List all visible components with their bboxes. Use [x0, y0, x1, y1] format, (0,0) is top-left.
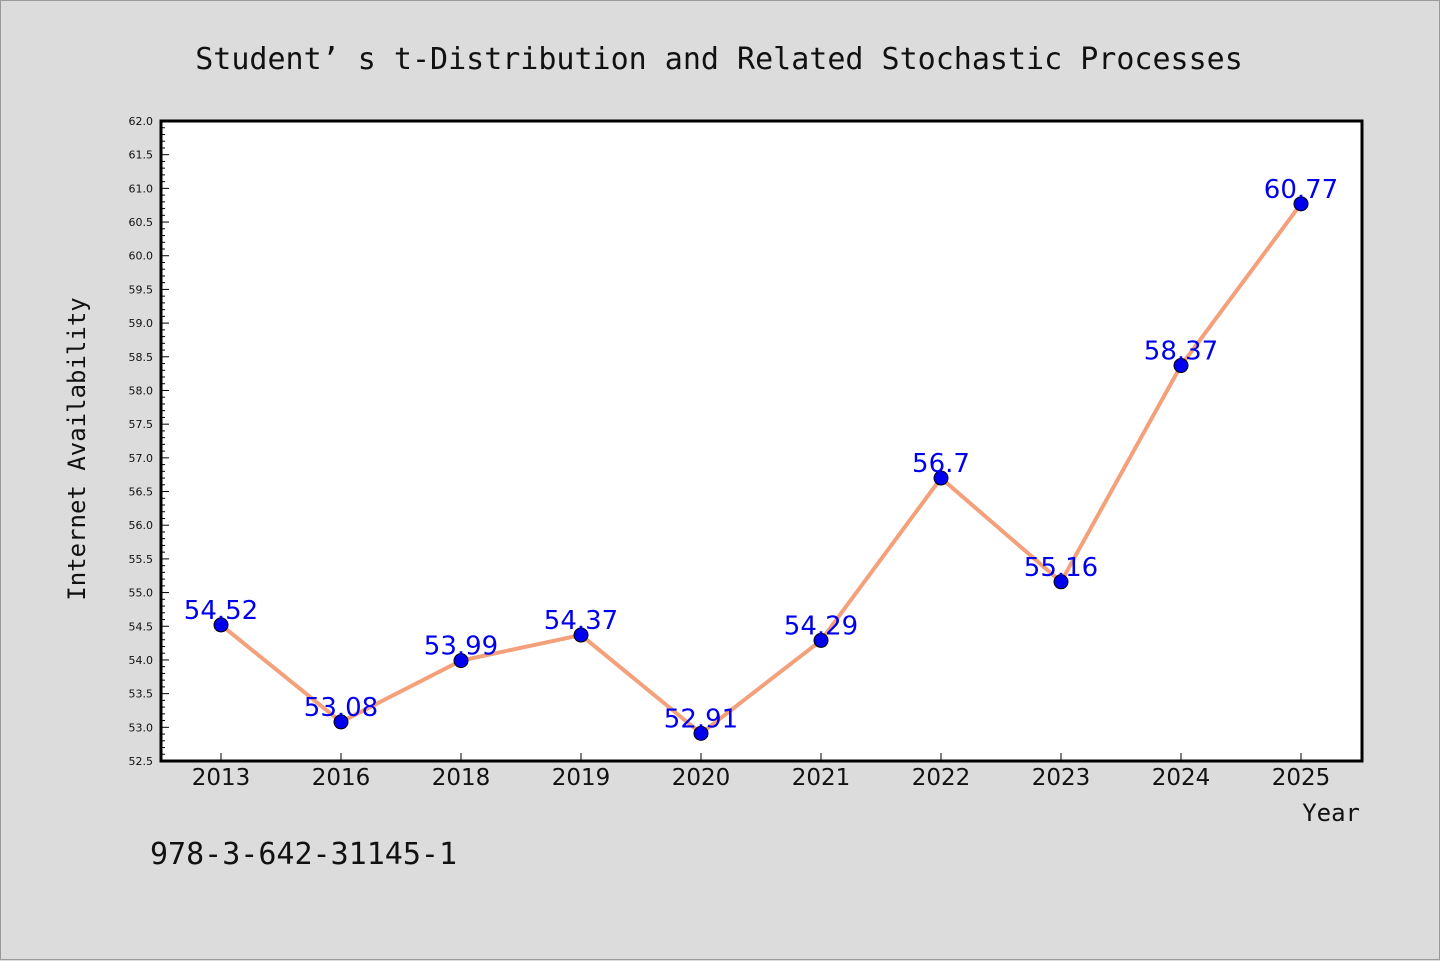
- y-tick-label: 57.0: [129, 452, 154, 465]
- x-tick-label-2024: 2024: [1152, 765, 1211, 791]
- y-tick-label: 56.5: [129, 486, 154, 499]
- data-label-2020: 52.91: [664, 704, 738, 734]
- data-point-2021: [813, 632, 829, 648]
- data-point-2024: [1173, 358, 1189, 374]
- y-tick-label: 56.0: [129, 519, 154, 532]
- x-axis-label: Year: [1302, 799, 1360, 827]
- data-point-2020: [693, 725, 709, 741]
- data-label-2019: 54.37: [544, 606, 618, 636]
- x-tick-label-2016: 2016: [312, 765, 371, 791]
- data-point-2016: [333, 714, 349, 730]
- y-axis-label: Internet Availability: [63, 297, 91, 600]
- y-tick-label: 57.5: [129, 418, 154, 431]
- data-label-2025: 60.77: [1264, 175, 1338, 205]
- y-tick-label: 53.5: [129, 688, 154, 701]
- plot-area: [159, 119, 1364, 763]
- x-tick-label-2018: 2018: [432, 765, 491, 791]
- x-tick-label-2020: 2020: [672, 765, 731, 791]
- x-tick-label-2019: 2019: [552, 765, 611, 791]
- x-tick-label-2021: 2021: [792, 765, 851, 791]
- data-point-2022: [933, 470, 949, 486]
- y-tick-label: 59.0: [129, 317, 154, 330]
- x-tick-label-2022: 2022: [912, 765, 971, 791]
- data-point-2023: [1053, 574, 1069, 590]
- y-tick-label: 59.5: [129, 283, 154, 296]
- x-tick-label-2013: 2013: [192, 765, 251, 791]
- y-axis-ticks: 52.5 53.0 53.5 54.0 54.5 55.0 55.5 56.0 56.5 57.0…: [129, 115, 169, 768]
- data-label-2016: 53.08: [304, 693, 378, 723]
- y-tick-label: 54.0: [129, 654, 154, 667]
- data-label-2013: 54.52: [184, 596, 258, 626]
- y-tick-label: 58.0: [129, 384, 154, 397]
- y-tick-label: 62.0: [129, 115, 154, 128]
- y-tick-label: 60.0: [129, 250, 154, 263]
- data-label-2024: 58.37: [1144, 337, 1218, 367]
- data-point-2013: [213, 617, 229, 633]
- x-tick-label-2025: 2025: [1272, 765, 1331, 791]
- data-label-2023: 55.16: [1024, 553, 1098, 583]
- x-tick-label-2023: 2023: [1032, 765, 1091, 791]
- data-label-2022: 56.7: [912, 449, 970, 479]
- data-point-2019: [573, 627, 589, 643]
- data-label-layer: 54.52 53.08 53.99 54.37 52.91 54.29 56.7 55.16 5…: [184, 175, 1338, 735]
- data-point-2018: [453, 653, 469, 669]
- data-point-2025: [1293, 196, 1309, 212]
- y-tick-label: 55.0: [129, 587, 154, 600]
- y-tick-label: 52.5: [129, 755, 154, 768]
- series-line: [219, 201, 1303, 736]
- x-axis-ticks: 2013 2016 2018 2019 2020 2021 2022 2023 2024 2025: [192, 753, 1331, 791]
- data-label-2021: 54.29: [784, 611, 858, 641]
- chart-title: Student’ s t-Distribution and Related St…: [195, 42, 1243, 77]
- y-tick-label: 60.5: [129, 216, 154, 229]
- y-tick-label: 61.0: [129, 182, 154, 195]
- y-tick-label: 58.5: [129, 351, 154, 364]
- y-tick-label: 55.5: [129, 553, 154, 566]
- isbn-footnote: 978-3-642-31145-1: [150, 837, 457, 872]
- y-tick-label: 53.0: [129, 721, 154, 734]
- y-tick-label: 54.5: [129, 620, 154, 633]
- series-layer: [213, 196, 1309, 741]
- y-tick-label: 61.5: [129, 149, 154, 162]
- data-label-2018: 53.99: [424, 632, 498, 662]
